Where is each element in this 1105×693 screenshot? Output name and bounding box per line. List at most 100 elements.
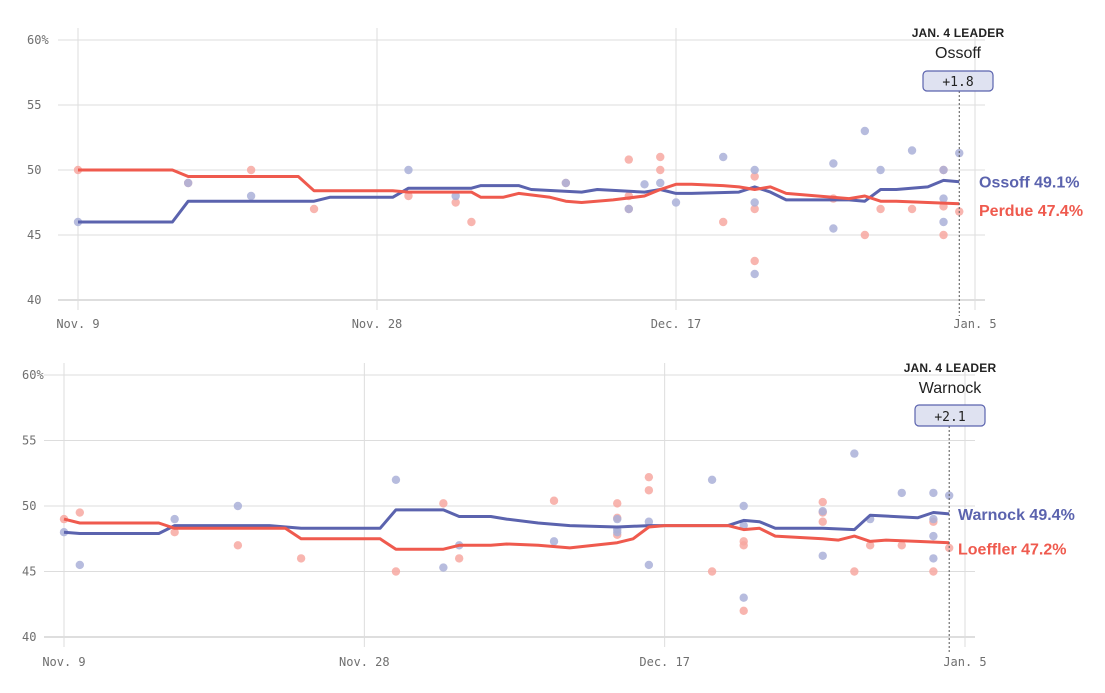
poll-dot-warnock <box>439 563 448 572</box>
y-tick-label: 45 <box>22 565 36 579</box>
y-tick-label: 60% <box>22 368 44 382</box>
leader-name: Ossoff <box>935 45 982 62</box>
poll-dot-perdue <box>656 165 665 175</box>
poll-dot-loeffler <box>818 517 827 526</box>
chart-panel-2: 60% 55 50 45 40 Nov. 9 Nov. 28 Dec. 17 Jan. 5 War… <box>22 361 1075 669</box>
poll-dot-ossoff <box>246 191 256 201</box>
x-tick-label: Nov. 28 <box>352 317 403 331</box>
poll-dot-ossoff <box>907 146 917 155</box>
poll-dot-loeffler <box>707 567 717 576</box>
poll-dot-loeffler <box>296 554 306 563</box>
y-tick-label: 40 <box>22 630 36 644</box>
end-label-loeffler: Loeffler 47.2% <box>958 542 1066 559</box>
poll-dot-warnock <box>739 593 748 602</box>
poll-dot-warnock <box>929 514 938 524</box>
y-tick-label: 55 <box>27 98 41 112</box>
poll-dot-warnock <box>818 507 827 516</box>
y-tick-label: 55 <box>22 434 36 448</box>
end-label-perdue: Perdue 47.4% <box>979 203 1083 220</box>
poll-dot-loeffler <box>170 528 179 537</box>
poll-dot-warnock <box>818 551 827 560</box>
poll-dot-perdue <box>624 155 633 164</box>
x-tick-label: Dec. 17 <box>639 655 690 669</box>
x-tick-label: Nov. 9 <box>56 317 99 331</box>
leader-margin-badge <box>914 404 986 427</box>
poll-dot-warnock <box>391 475 401 484</box>
x-tick-label: Jan. 5 <box>943 655 986 669</box>
poll-dot-warnock <box>929 554 938 563</box>
poll-dot-warnock <box>929 488 938 498</box>
poll-dot-loeffler <box>439 499 448 508</box>
poll-dot-ossoff <box>451 191 460 201</box>
poll-dot-loeffler <box>739 606 748 615</box>
y-tick-label: 45 <box>27 228 41 242</box>
poll-dot-ossoff <box>939 165 948 175</box>
poll-dot-warnock <box>644 517 654 526</box>
poll-dot-perdue <box>404 191 413 201</box>
leader-heading: JAN. 4 LEADER <box>912 26 1005 40</box>
poll-dot-warnock <box>897 488 906 498</box>
poll-dot-loeffler <box>644 472 654 482</box>
poll-dot-loeffler <box>850 567 859 576</box>
poll-dot-perdue <box>750 172 759 181</box>
poll-dot-perdue <box>656 152 665 162</box>
poll-dot-perdue <box>860 230 870 240</box>
poll-dot-ossoff <box>955 148 964 158</box>
poll-dot-loeffler <box>613 499 622 508</box>
poll-dot-ossoff <box>640 180 649 189</box>
poll-dot-ossoff <box>939 217 948 227</box>
poll-dot-perdue <box>467 217 476 227</box>
poll-dot-perdue <box>750 256 759 266</box>
end-label-ossoff: Ossoff 49.1% <box>979 175 1079 192</box>
poll-dot-loeffler <box>929 567 938 576</box>
y-tick-label: 40 <box>27 293 41 307</box>
poll-dot-loeffler <box>818 497 827 507</box>
poll-dot-loeffler <box>454 554 464 563</box>
x-tick-label: Nov. 9 <box>42 655 85 669</box>
poll-dot-ossoff <box>561 178 571 188</box>
poll-dot-perdue <box>246 165 256 175</box>
end-label-warnock: Warnock 49.4% <box>958 507 1075 524</box>
poll-dot-ossoff <box>671 198 681 207</box>
x-tick-label: Nov. 28 <box>339 655 390 669</box>
leader-margin-badge <box>922 70 994 92</box>
poll-dot-ossoff <box>829 224 838 233</box>
poll-dot-ossoff <box>750 198 759 207</box>
poll-dot-ossoff <box>624 204 633 214</box>
poll-dot-warnock <box>644 560 654 570</box>
poll-dot-perdue <box>309 204 319 214</box>
poll-dot-ossoff <box>750 269 759 279</box>
poll-dot-perdue <box>750 204 759 214</box>
poll-dot-loeffler <box>644 486 654 495</box>
poll-dot-ossoff <box>829 159 838 168</box>
chart-panel-1: 60% 55 50 45 40 Nov. 9 Nov. 28 Dec. 17 Jan. 5 Oss… <box>27 26 1083 331</box>
poll-dot-ossoff <box>876 165 885 175</box>
poll-dot-loeffler <box>391 567 401 576</box>
poll-dot-loeffler <box>739 541 748 550</box>
average-line-loeffler <box>63 517 950 551</box>
poll-dot-perdue <box>451 198 460 207</box>
poll-dot-warnock <box>170 514 179 524</box>
poll-dot-perdue <box>719 217 728 227</box>
poll-dot-loeffler <box>549 496 559 505</box>
poll-dot-perdue <box>907 204 917 214</box>
x-tick-label: Jan. 5 <box>953 317 996 331</box>
leader-name: Warnock <box>919 380 983 397</box>
poll-dot-warnock <box>549 537 559 546</box>
poll-dot-warnock <box>739 501 748 511</box>
average-line-warnock <box>63 508 950 535</box>
leader-heading: JAN. 4 LEADER <box>904 361 997 375</box>
poll-dot-ossoff <box>939 194 948 203</box>
leader-margin: +1.8 <box>942 75 973 90</box>
average-line-perdue <box>78 168 960 206</box>
leader-margin: +2.1 <box>934 410 965 425</box>
poll-dot-warnock <box>929 531 938 541</box>
poll-dot-perdue <box>876 204 885 214</box>
poll-dot-ossoff <box>183 178 193 188</box>
poll-dot-loeffler <box>75 508 85 517</box>
poll-dot-warnock <box>613 514 622 524</box>
poll-dot-warnock <box>850 449 859 458</box>
x-tick-label: Dec. 17 <box>651 317 702 331</box>
y-tick-label: 50 <box>22 499 36 513</box>
